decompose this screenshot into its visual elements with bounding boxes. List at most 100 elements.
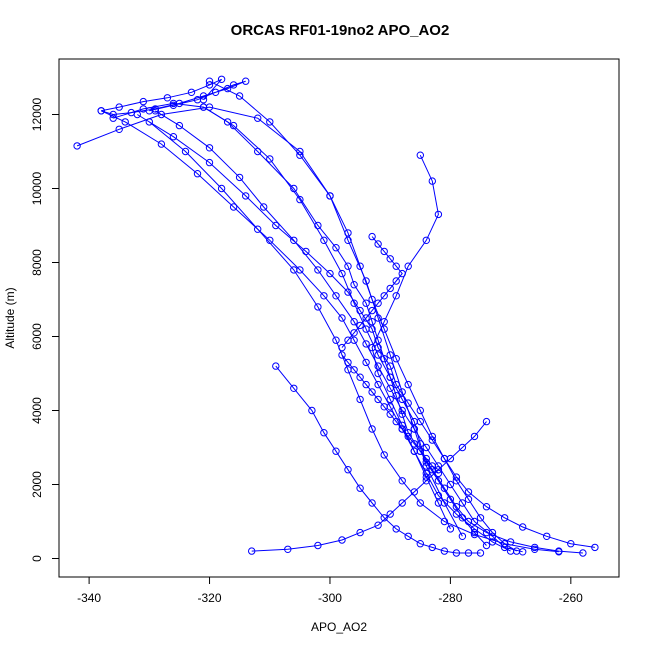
data-point: [229, 121, 238, 130]
data-point: [470, 530, 479, 539]
data-point: [320, 429, 328, 437]
series-line: [137, 114, 595, 548]
data-point: [272, 221, 280, 230]
data-point: [205, 77, 214, 85]
data-point: [374, 521, 382, 529]
y-tick-label: 10000: [30, 171, 44, 205]
data-point: [386, 510, 394, 518]
data-point: [169, 99, 178, 108]
series-line: [148, 121, 559, 553]
series-line: [113, 102, 487, 546]
data-point: [338, 351, 346, 359]
data-point: [139, 97, 148, 106]
data-point: [392, 262, 400, 270]
data-point: [139, 105, 148, 113]
data-point: [368, 388, 376, 396]
data-point: [320, 236, 328, 245]
data-point: [374, 369, 382, 378]
data-point: [434, 469, 443, 478]
data-point: [308, 406, 316, 415]
data-point: [229, 81, 238, 89]
data-point: [464, 488, 473, 496]
data-point: [428, 432, 436, 441]
data-point: [260, 203, 268, 211]
x-tick-label: -340: [77, 591, 101, 605]
data-point: [350, 299, 358, 307]
data-point: [404, 262, 412, 270]
data-point: [362, 277, 370, 285]
data-point: [380, 403, 388, 411]
data-point: [482, 417, 491, 426]
data-point: [386, 384, 394, 392]
data-point: [205, 103, 214, 111]
x-axis: -340 -320 -300 -280 -260: [77, 576, 583, 605]
data-point: [422, 236, 430, 245]
data-point: [392, 417, 400, 426]
data-point: [290, 266, 298, 274]
data-point: [362, 299, 370, 307]
data-point: [374, 362, 382, 370]
data-point: [488, 538, 497, 546]
data-point: [344, 358, 352, 367]
data-point: [416, 540, 424, 548]
series-line: [251, 421, 487, 552]
data-point: [464, 549, 473, 557]
y-axis-label: Altitude (m): [3, 287, 17, 348]
data-point: [446, 480, 455, 489]
data-point: [338, 269, 346, 278]
data-point: [223, 118, 232, 126]
data-point: [531, 543, 539, 552]
data-point: [350, 318, 358, 326]
data-point: [470, 432, 479, 441]
data-point: [398, 388, 406, 396]
data-point: [254, 114, 262, 122]
series-line: [341, 236, 403, 348]
data-point: [374, 336, 382, 344]
data-point: [169, 133, 178, 141]
data-point: [326, 269, 334, 278]
data-point: [296, 147, 304, 156]
data-point: [338, 314, 346, 322]
data-point: [356, 528, 364, 537]
data-point: [235, 92, 244, 100]
data-point: [404, 380, 412, 389]
data-point: [350, 329, 358, 337]
series-line: [76, 106, 463, 537]
data-point: [416, 406, 424, 415]
data-point: [398, 395, 406, 404]
data-point: [314, 303, 322, 311]
y-axis: 0 2000 4000 6000 8000 10000 12000: [30, 97, 60, 562]
data-point: [320, 292, 328, 300]
data-point: [428, 177, 436, 185]
data-point: [404, 399, 412, 407]
data-point: [531, 545, 539, 553]
data-point: [368, 306, 376, 315]
data-point: [446, 454, 455, 463]
data-point: [422, 454, 430, 463]
data-point: [386, 395, 394, 404]
series-line: [341, 354, 439, 474]
data-point: [380, 355, 388, 363]
data-point: [482, 541, 491, 550]
x-tick-label: -260: [559, 591, 583, 605]
data-point: [410, 440, 418, 448]
data-point: [296, 195, 304, 204]
data-point: [428, 462, 436, 470]
data-point: [452, 477, 461, 485]
series-line: [100, 110, 511, 552]
series-line: [371, 154, 451, 530]
data-point: [205, 144, 214, 152]
data-point: [332, 244, 340, 252]
series-line: [101, 78, 246, 116]
data-point: [242, 192, 250, 200]
data-point: [151, 105, 160, 113]
data-point: [338, 343, 346, 352]
data-point: [362, 325, 370, 333]
y-tick-label: 0: [30, 555, 44, 562]
data-point: [332, 292, 340, 300]
data-point: [374, 380, 382, 389]
data-point: [567, 540, 575, 548]
data-point: [476, 514, 485, 522]
series-line: [275, 365, 481, 554]
data-point: [266, 118, 274, 126]
